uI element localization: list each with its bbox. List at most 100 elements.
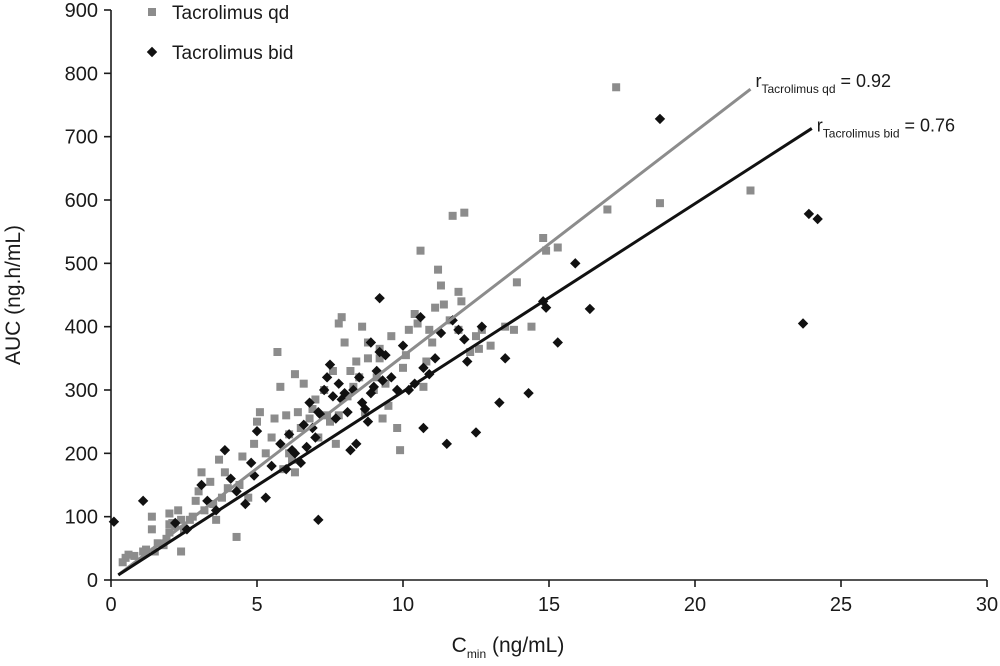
tacrolimus-bid-point [797,318,809,329]
tacrolimus-qd-point [232,532,241,541]
data-points [108,83,823,567]
tacrolimus-bid-point [304,397,315,408]
tacrolimus-qd-point [454,287,463,296]
tacrolimus-qd-fit-line [117,87,752,577]
tacrolimus-bid-point [476,321,488,332]
tacrolimus-bid-point [441,438,452,450]
tacrolimus-qd-point [308,405,317,413]
tacrolimus-qd-point [215,455,224,464]
y-axis-title: AUC (ng.h/mL) [2,225,25,365]
tacrolimus-bid-point [368,381,379,393]
tacrolimus-qd-point [165,509,174,518]
tacrolimus-bid-point [324,359,336,370]
tacrolimus-bid-point [310,432,321,443]
tacrolimus-qd-point [276,382,285,391]
tacrolimus-qd-point [399,363,407,372]
tacrolimus-bid-point [359,403,371,415]
tacrolimus-bid-point [260,492,271,503]
tacrolimus-qd-point [130,551,139,560]
tacrolimus-qd-point [270,414,279,423]
tacrolimus-bid-legend-label: Tacrolimus bid [172,43,293,64]
tacrolimus-bid-point [321,372,333,383]
tacrolimus-bid-point [245,457,257,469]
y-tick-label: 200 [65,443,98,465]
tacrolimus-qd-point [486,341,495,350]
tacrolimus-qd-point [334,319,343,328]
tacrolimus-qd-point [235,481,244,489]
x-tick-label: 25 [830,594,852,616]
tacrolimus-qd-point [393,424,402,432]
regression-lines: rTacrolimus qd = 0.92 rTacrolimus bid = 0… [117,71,955,577]
tacrolimus-qd-point [553,243,562,252]
tacrolimus-qd-point [346,367,355,375]
tacrolimus-bid-point [654,113,666,125]
tacrolimus-qd-point [288,455,297,464]
tacrolimus-bid-point [429,353,441,364]
x-axis-title-sub: min [467,647,486,661]
tacrolimus-bid-point [500,353,511,364]
tacrolimus-bid-point [462,356,473,367]
tacrolimus-bid-legend-marker [146,46,158,58]
tacrolimus-qd-point [509,325,518,334]
tacrolimus-qd-point [147,525,156,534]
tacrolimus-bid-point [812,213,823,225]
tacrolimus-bid-point [298,419,309,431]
tacrolimus-bid-point [470,427,482,438]
tacrolimus-bid-point [415,311,426,323]
y-tick-label: 400 [65,317,98,339]
x-tick-label: 30 [976,594,998,616]
tacrolimus-bid-point [333,378,344,389]
tacrolimus-bid-point [540,302,552,313]
tacrolimus-qd-point [358,322,367,331]
tacrolimus-qd-point [209,500,218,508]
tacrolimus-qd-legend-marker [148,8,156,16]
x-axis-title: Cmin (ng/mL) [452,634,565,661]
tacrolimus-bid-point [418,362,429,374]
tacrolimus-bid-point [374,292,385,304]
tacrolimus-qd-point [378,414,387,423]
tacrolimus-qd-point [290,370,299,379]
x-tick-label: 5 [251,594,262,616]
tacrolimus-qd-point [165,528,174,537]
tacrolimus-bid-point [327,391,339,402]
tacrolimus-qd-point [311,395,320,404]
tacrolimus-qd-point [416,246,425,255]
tacrolimus-qd-point [296,424,305,432]
tacrolimus-qd-point [655,199,664,208]
tacrolimus-bid-point [330,413,342,424]
tacrolimus-bid-point [386,372,397,383]
tacrolimus-bid-point [231,486,242,497]
tacrolimus-qd-point [425,325,434,334]
tacrolimus-bid-point [137,495,149,507]
tacrolimus-qd-point [474,344,483,353]
tacrolimus-qd-point [194,487,203,496]
tacrolimus-qd-point [439,300,448,309]
tacrolimus-qd-point [250,439,259,448]
tacrolimus-qd-point [457,297,466,306]
tacrolimus-bid-point [251,425,263,437]
x-ticks: 0 5 10 15 20 25 30 [105,580,998,616]
tacrolimus-bid-point [380,349,391,361]
tacrolimus-qd-point [147,512,156,521]
tacrolimus-bid-point [345,444,356,456]
tacrolimus-qd-point [343,392,352,401]
tacrolimus-qd-point [282,411,291,420]
tacrolimus-bid-point [339,387,350,399]
tacrolimus-qd-point [387,332,396,341]
tacrolimus-bid-point [225,473,236,484]
tacrolimus-qd-point [261,449,270,458]
tacrolimus-qd-point [285,449,294,458]
tacrolimus-qd-point [337,313,346,322]
tacrolimus-bid-point [351,438,362,450]
tacrolimus-bid-point [365,337,377,348]
tacrolimus-qd-point [436,281,445,290]
tacrolimus-qd-point [612,83,621,92]
tacrolimus-bid-point [266,460,277,472]
tacrolimus-bid-point [570,258,581,269]
tacrolimus-qd-point [352,357,361,366]
tacrolimus-qd-point [267,433,276,442]
x-tick-label: 20 [684,594,706,616]
tacrolimus-bid-point [397,340,409,351]
tacrolimus-qd-point [220,468,229,477]
y-ticks: 0 100 200 300 400 500 600 700 800 900 [65,0,111,592]
